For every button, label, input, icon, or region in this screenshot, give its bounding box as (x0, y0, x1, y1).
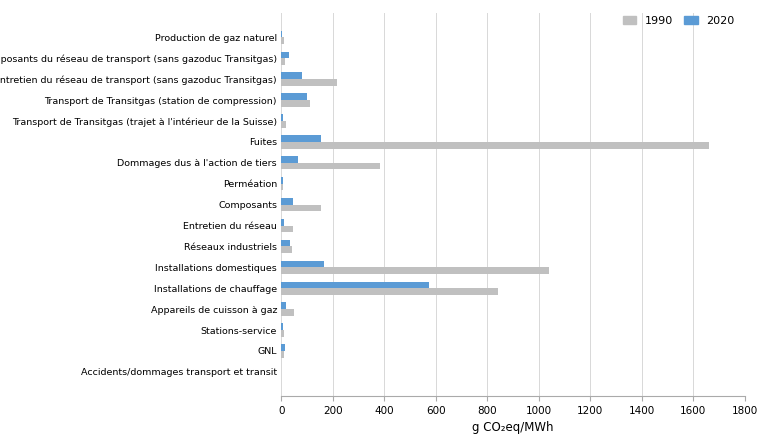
Legend: 1990, 2020: 1990, 2020 (619, 11, 739, 30)
X-axis label: g CO₂eq/MWh: g CO₂eq/MWh (472, 421, 554, 434)
Bar (281, 268, 549, 274)
Bar (281, 351, 283, 358)
Bar (281, 73, 302, 79)
Bar (281, 345, 285, 351)
Bar (281, 100, 309, 107)
Bar (281, 121, 287, 128)
Bar (281, 58, 285, 65)
Bar (281, 142, 709, 149)
Bar (281, 183, 283, 191)
Bar (281, 226, 293, 232)
Bar (281, 323, 283, 330)
Bar (281, 93, 307, 100)
Bar (281, 114, 283, 121)
Bar (281, 282, 429, 288)
Bar (281, 260, 324, 268)
Bar (281, 198, 293, 205)
Bar (281, 330, 283, 337)
Bar (281, 302, 286, 309)
Bar (281, 37, 283, 44)
Bar (281, 288, 498, 295)
Bar (281, 246, 292, 253)
Bar (281, 135, 321, 142)
Bar (281, 240, 290, 246)
Bar (281, 156, 298, 163)
Bar (281, 205, 321, 211)
Bar (281, 219, 284, 226)
Bar (281, 79, 337, 86)
Bar (281, 51, 289, 58)
Bar (281, 31, 283, 37)
Bar (281, 163, 380, 169)
Bar (281, 177, 283, 183)
Bar (281, 309, 294, 316)
